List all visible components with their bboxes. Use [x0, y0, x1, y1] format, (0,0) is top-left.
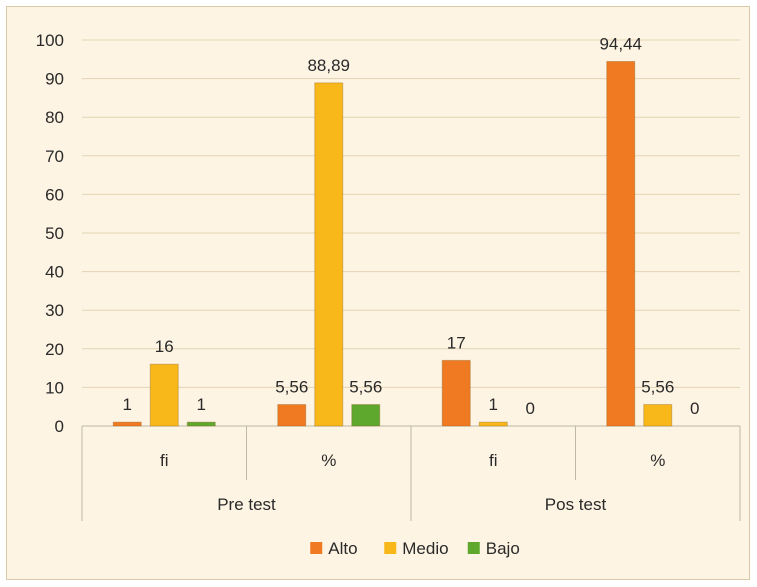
data-label: 16 — [155, 337, 174, 356]
bar — [351, 404, 381, 427]
bar — [441, 359, 471, 427]
data-label: 1 — [123, 395, 132, 414]
gridlines — [82, 39, 740, 427]
data-label: 0 — [690, 399, 699, 418]
group-label: Pos test — [545, 495, 607, 514]
y-tick-label: 10 — [45, 378, 64, 397]
y-tick-label: 60 — [45, 185, 64, 204]
y-tick-label: 70 — [45, 147, 64, 166]
bars — [112, 60, 673, 427]
y-tick-label: 90 — [45, 70, 64, 89]
y-tick-label: 30 — [45, 301, 64, 320]
legend-swatch — [384, 542, 397, 554]
bar — [606, 60, 636, 427]
group-label: Pre test — [217, 495, 276, 514]
bar — [478, 421, 508, 427]
legend: Alto Medio Bajo — [310, 539, 520, 558]
y-tick-label: 100 — [36, 31, 64, 50]
data-label: 5,56 — [275, 378, 308, 397]
bar — [186, 421, 216, 427]
bar — [149, 363, 179, 427]
data-label: 94,44 — [599, 34, 642, 53]
bar — [277, 404, 307, 427]
data-label: 5,56 — [349, 378, 382, 397]
y-tick-label: 40 — [45, 263, 64, 282]
data-labels: 1 5,56 17 94,44 16 88,89 1 5,56 1 5,56 0 0 — [123, 34, 700, 418]
bar — [314, 82, 344, 427]
bar — [112, 421, 142, 427]
legend-swatch — [467, 542, 480, 554]
bar — [643, 404, 673, 427]
data-label: 17 — [447, 333, 466, 352]
data-label: 0 — [526, 399, 535, 418]
y-tick-label: 20 — [45, 340, 64, 359]
category-label: fi — [160, 451, 169, 470]
legend-label: Alto — [328, 539, 357, 558]
data-label: 1 — [197, 395, 206, 414]
data-label: 5,56 — [641, 378, 674, 397]
data-label: 88,89 — [307, 56, 350, 75]
legend-swatch — [310, 542, 323, 554]
category-label: % — [321, 451, 336, 470]
category-label: fi — [489, 451, 498, 470]
legend-label: Medio — [402, 539, 448, 558]
category-label: % — [650, 451, 665, 470]
y-axis-ticks: 0 10 20 30 40 50 60 70 80 90 100 — [36, 31, 64, 436]
x-axis: fi% fi % Pre test Pos test — [81, 426, 741, 521]
y-tick-label: 0 — [55, 417, 64, 436]
data-label: 1 — [489, 395, 498, 414]
y-tick-label: 50 — [45, 224, 64, 243]
y-tick-label: 80 — [45, 108, 64, 127]
legend-label: Bajo — [486, 539, 520, 558]
